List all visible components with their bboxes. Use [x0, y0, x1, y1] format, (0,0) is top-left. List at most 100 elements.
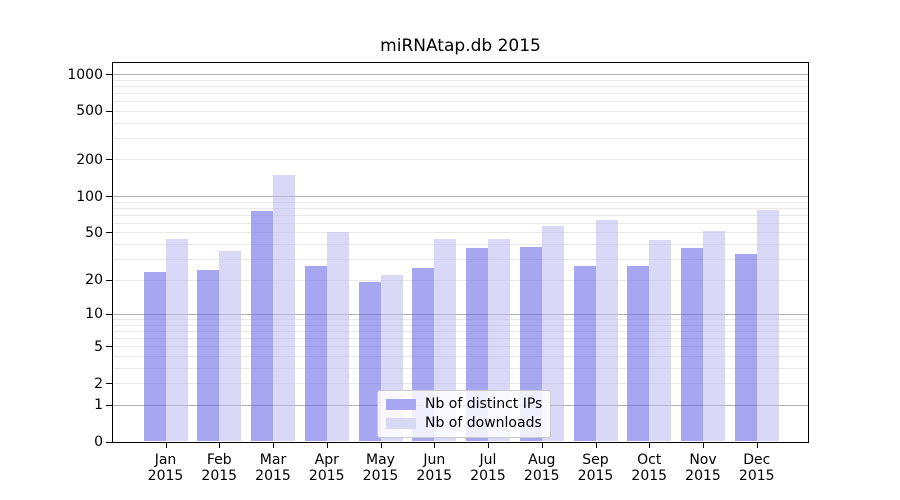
x-tick-mark [219, 443, 220, 448]
y-tick-mark [106, 405, 112, 406]
legend-swatch-distinct-ips [386, 399, 416, 410]
x-tick-month: Jul [479, 452, 497, 468]
grid-minor-line [113, 101, 808, 102]
bar-downloads-nov [703, 231, 725, 442]
x-tick-label-may: May 2015 [349, 452, 413, 484]
bar-distinct-ips-mar [251, 211, 273, 442]
x-tick-mark [434, 443, 435, 448]
y-tick-label: 50 [85, 224, 103, 241]
x-tick-year: 2015 [685, 468, 721, 484]
x-tick-month: May [366, 452, 395, 468]
grid-major-line [113, 196, 808, 197]
grid-minor-line [113, 138, 808, 139]
grid-minor-line [113, 159, 808, 160]
grid-minor-line [113, 86, 808, 87]
grid-minor-line [113, 383, 808, 384]
x-tick-year: 2015 [308, 468, 345, 484]
bar-distinct-ips-jan [143, 272, 166, 442]
bar-downloads-sep [595, 220, 618, 442]
x-tick-month: Aug [528, 452, 556, 468]
bar-downloads-dec [756, 209, 779, 442]
y-tick-label: 1000 [67, 66, 103, 83]
grid-minor-line [113, 325, 808, 326]
x-tick-month: Sep [582, 452, 609, 468]
x-tick-month: Feb [206, 452, 232, 468]
grid-minor-line [113, 259, 808, 260]
x-tick-label-aug: Aug 2015 [510, 452, 574, 484]
y-tick-mark [106, 74, 112, 75]
grid-minor-line [113, 338, 808, 339]
grid-minor-line [113, 280, 808, 281]
grid-minor-line [113, 80, 808, 81]
x-tick-mark [596, 443, 597, 448]
legend: Nb of distinct IPs Nb of downloads [377, 390, 552, 438]
bar-downloads-jan [165, 239, 188, 442]
x-tick-month: Dec [743, 452, 771, 468]
y-tick-label: 500 [76, 103, 103, 120]
x-tick-label-jan: Jan 2015 [134, 452, 198, 484]
x-tick-month: Nov [689, 452, 717, 468]
y-tick-label: 0 [94, 434, 103, 450]
x-tick-year: 2015 [362, 468, 399, 484]
y-tick-label: 5 [94, 338, 103, 355]
x-tick-year: 2015 [416, 468, 453, 484]
y-tick-mark [106, 346, 112, 347]
y-tick-mark [106, 314, 112, 315]
x-tick-mark [649, 443, 650, 448]
bar-distinct-ips-oct [627, 266, 650, 442]
x-tick-mark [273, 443, 274, 448]
x-tick-label-jun: Jun 2015 [402, 452, 466, 484]
y-tick-mark [106, 196, 112, 197]
x-tick-year: 2015 [147, 468, 184, 484]
x-tick-label-sep: Sep 2015 [564, 452, 628, 484]
x-tick-label-oct: Oct 2015 [617, 452, 681, 484]
y-tick-mark [106, 280, 112, 281]
bar-distinct-ips-nov [681, 248, 703, 442]
grid-minor-line [113, 331, 808, 332]
x-tick-label-jul: Jul 2015 [456, 452, 520, 484]
bar-distinct-ips-sep [573, 266, 596, 442]
x-tick-label-dec: Dec 2015 [725, 452, 789, 484]
y-tick-label: 1 [94, 397, 103, 414]
legend-entry-downloads: Nb of downloads [386, 416, 542, 431]
x-tick-label-feb: Feb 2015 [187, 452, 251, 484]
y-tick-label: 10 [85, 306, 103, 323]
x-tick-mark [166, 443, 167, 448]
bar-downloads-mar [273, 174, 295, 442]
grid-minor-line [113, 319, 808, 320]
x-tick-year: 2015 [201, 468, 238, 484]
x-tick-mark [542, 443, 543, 448]
x-tick-label-mar: Mar 2015 [241, 452, 305, 484]
legend-entry-distinct-ips: Nb of distinct IPs [386, 397, 542, 412]
x-tick-month: Jan [154, 452, 177, 468]
x-tick-year: 2015 [577, 468, 614, 484]
grid-minor-line [113, 356, 808, 357]
x-tick-month: Jun [423, 452, 446, 468]
bar-downloads-oct [649, 240, 672, 442]
bar-distinct-ips-dec [734, 253, 757, 442]
y-tick-mark [106, 232, 112, 233]
grid-minor-line [113, 346, 808, 347]
grid-minor-line [113, 368, 808, 369]
bar-distinct-ips-feb [197, 270, 220, 442]
y-tick-mark [106, 442, 112, 443]
grid-minor-line [113, 208, 808, 209]
x-tick-year: 2015 [255, 468, 291, 484]
bar-distinct-ips-may [358, 282, 381, 442]
grid-major-line [113, 74, 808, 75]
grid-minor-line [113, 244, 808, 245]
grid-minor-line [113, 232, 808, 233]
x-tick-month: Apr [314, 452, 339, 468]
legend-label-downloads: Nb of downloads [425, 415, 542, 431]
x-tick-year: 2015 [738, 468, 775, 484]
bar-distinct-ips-apr [304, 266, 327, 442]
y-tick-label: 2 [94, 375, 103, 392]
x-tick-mark [381, 443, 382, 448]
y-tick-label: 100 [76, 188, 103, 205]
grid-minor-line [113, 123, 808, 124]
x-tick-month: Oct [637, 452, 662, 468]
x-tick-mark [703, 443, 704, 448]
x-tick-year: 2015 [631, 468, 668, 484]
